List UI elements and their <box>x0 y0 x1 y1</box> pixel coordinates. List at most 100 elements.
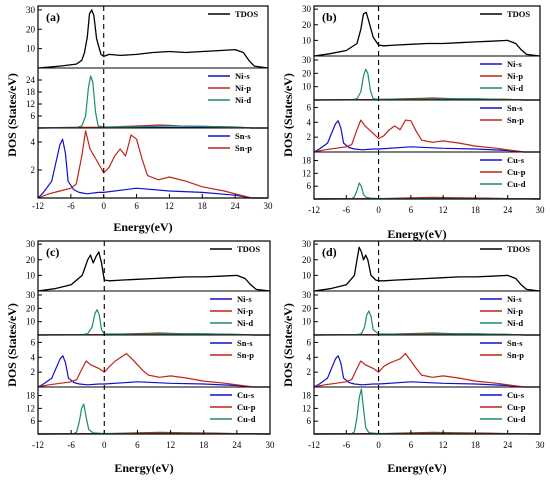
y-tick-label: 12 <box>26 99 35 109</box>
y-tick-label: 4 <box>31 137 36 147</box>
y-tick-label: 2 <box>31 165 36 175</box>
y-tick-label: 12 <box>302 168 311 178</box>
x-tick-label: 6 <box>409 440 414 450</box>
subplot-3: 2 4 Sn-s Sn-p <box>31 127 268 199</box>
legend-label-cu-d: Cu-d <box>237 414 256 424</box>
subplot-1: 10 20 30 TDOS <box>302 4 541 57</box>
y-tick-label: 6 <box>31 337 36 347</box>
series-line-sn-p <box>37 130 268 199</box>
x-tick-label: 12 <box>439 205 448 215</box>
x-axis-title: Energy(eV) <box>113 220 172 234</box>
series-line-sn-s <box>37 355 270 388</box>
y-axis-title-left: DOS (States/eV) <box>5 73 19 157</box>
series-line-tdos <box>313 11 541 57</box>
y-tick-label: 6 <box>31 416 36 426</box>
legend-label-cu-s: Cu-s <box>237 390 255 400</box>
x-tick-label: 30 <box>536 440 546 450</box>
y-tick-label: 4 <box>307 352 312 362</box>
x-tick-label: -12 <box>308 205 320 215</box>
x-tick-label: 0 <box>376 440 381 450</box>
panel-frame <box>313 5 541 200</box>
x-tick-label: 18 <box>199 440 209 450</box>
x-tick-label: 6 <box>134 201 139 211</box>
y-tick-label: 30 <box>26 290 36 300</box>
y-tick-label: 10 <box>302 82 312 92</box>
series-line-sn-s <box>313 120 540 153</box>
legend-label-cu-d: Cu-d <box>507 414 526 424</box>
series-line-cu-d <box>37 403 271 435</box>
series-line-tdos <box>37 9 269 69</box>
x-tick-label: 24 <box>503 205 513 215</box>
y-tick-label: 20 <box>302 255 312 265</box>
legend-label-cu-p: Cu-p <box>507 167 526 177</box>
legend-label-sn-s: Sn-s <box>507 338 523 348</box>
legend-label-cu-p: Cu-p <box>507 402 526 412</box>
y-axis-title-left-bottom: DOS (States/eV) <box>5 303 19 387</box>
legend-label-cu-s: Cu-s <box>507 155 525 165</box>
legend-label-cu-s: Cu-s <box>507 390 525 400</box>
x-tick-label: 30 <box>264 201 274 211</box>
legend-label-ni-p: Ni-p <box>237 306 253 316</box>
series-line-tdos <box>313 246 541 292</box>
x-tick-label: 0 <box>376 205 381 215</box>
series-line-ni-d <box>37 75 268 129</box>
subplot-1: 10 20 30 TDOS <box>302 239 541 292</box>
y-tick-label: 30 <box>26 5 36 15</box>
x-tick-label: 6 <box>409 205 414 215</box>
subplot-4: 6 12 18 Cu-s Cu-p Cu-d <box>26 386 271 435</box>
x-tick-label: -6 <box>67 201 75 211</box>
legend-label-sn-p: Sn-p <box>507 350 524 360</box>
panel-label: (d) <box>322 245 337 259</box>
x-tick-label: 30 <box>536 205 546 215</box>
x-tick-label: 24 <box>232 440 242 450</box>
series-line-tdos <box>37 251 271 292</box>
y-tick-label: 30 <box>26 239 36 249</box>
x-tick-label: 18 <box>198 201 208 211</box>
legend-label-sn-s: Sn-s <box>237 338 253 348</box>
y-tick-label: 6 <box>307 416 312 426</box>
legend-label-tdos: TDOS <box>237 244 260 254</box>
legend-label-ni-s: Ni-s <box>507 59 522 69</box>
x-tick-label: -12 <box>32 440 44 450</box>
y-tick-label: 20 <box>26 255 36 265</box>
x-tick-label: -12 <box>32 201 44 211</box>
legend-label-ni-p: Ni-p <box>235 83 251 93</box>
series-line-ni-d <box>313 310 540 336</box>
y-tick-label: 24 <box>26 75 36 85</box>
y-tick-label: 18 <box>26 391 36 401</box>
y-tick-label: 20 <box>302 20 312 30</box>
series-line-sn-p <box>313 119 540 153</box>
panel-frame <box>37 5 269 199</box>
x-tick-label: 12 <box>166 440 175 450</box>
legend-label-ni-s: Ni-s <box>235 71 250 81</box>
y-tick-label: 30 <box>302 4 312 14</box>
y-tick-label: 20 <box>26 24 36 34</box>
legend-label-ni-p: Ni-p <box>507 306 523 316</box>
y-tick-label: 10 <box>302 270 312 280</box>
subplot-3: 2 4 6 Sn-s Sn-p <box>31 334 270 388</box>
panel-frame <box>37 240 271 435</box>
series-line-sn-s <box>37 138 268 199</box>
x-tick-label: 0 <box>102 440 107 450</box>
legend-label-sn-p: Sn-p <box>235 143 252 153</box>
legend-label-ni-p: Ni-p <box>507 71 523 81</box>
legend-label-sn-s: Sn-s <box>235 131 251 141</box>
subplot-1: 10 20 30 TDOS <box>26 239 271 292</box>
x-axis-title: Energy(eV) <box>114 461 173 475</box>
x-tick-label: 18 <box>471 205 481 215</box>
legend-label-ni-d: Ni-d <box>507 83 523 93</box>
y-tick-label: 6 <box>307 102 312 112</box>
legend-label-ni-s: Ni-s <box>507 294 522 304</box>
series-line-ni-d <box>37 309 270 336</box>
y-tick-label: 4 <box>307 117 312 127</box>
series-line-ni-d <box>313 68 540 101</box>
subplot-1: 10 20 30 TDOS <box>26 5 269 69</box>
y-tick-label: 6 <box>31 111 36 121</box>
panel-label: (b) <box>322 10 337 24</box>
legend-label-sn-s: Sn-s <box>507 103 523 113</box>
y-axis-title-right-bottom: DOS (States/eV) <box>281 303 295 387</box>
